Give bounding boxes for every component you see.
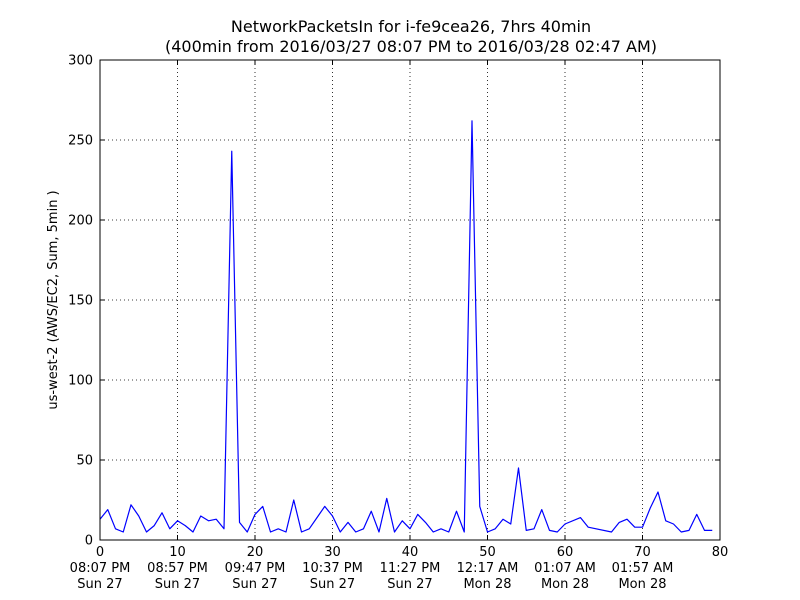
y-tick-label: 200	[68, 214, 93, 229]
y-axis-label: us-west-2 (AWS/EC2, Sum, 5min )	[46, 190, 61, 409]
x-tick-label: 01:07 AM	[534, 561, 596, 576]
grid	[100, 60, 720, 540]
x-tick-label: 12:17 AM	[457, 561, 519, 576]
y-tick-label: 300	[68, 54, 93, 69]
y-tick-label: 150	[68, 294, 93, 309]
x-tick-label: Sun 27	[310, 577, 355, 592]
x-tick-label: 50	[479, 545, 496, 560]
x-tick-label: Sun 27	[155, 577, 200, 592]
plot-frame	[99, 59, 721, 541]
x-tick-label: Mon 28	[541, 577, 589, 592]
y-tick-label: 100	[68, 374, 93, 389]
x-tick-label: 09:47 PM	[225, 561, 286, 576]
data-points	[99, 119, 714, 533]
y-tick-label: 250	[68, 134, 93, 149]
x-tick-label: 0	[96, 545, 104, 560]
x-tick-label: Sun 27	[77, 577, 122, 592]
x-tick-label: 08:07 PM	[70, 561, 131, 576]
chart-subtitle: (400min from 2016/03/27 08:07 PM to 2016…	[165, 37, 657, 56]
x-tick-label: 70	[634, 545, 651, 560]
y-tick-label: 50	[76, 454, 93, 469]
x-tick-label: 01:57 AM	[612, 561, 674, 576]
series-line	[99, 120, 713, 533]
x-tick-label: Sun 27	[232, 577, 277, 592]
x-tick-label: Mon 28	[618, 577, 666, 592]
x-tick-label: 11:27 PM	[380, 561, 441, 576]
x-tick-label: 10:37 PM	[302, 561, 363, 576]
x-tick-label: 20	[247, 545, 264, 560]
x-tick-label: 60	[557, 545, 574, 560]
x-tick-label: 30	[324, 545, 341, 560]
x-tick-label: 40	[402, 545, 419, 560]
chart-title: NetworkPacketsIn for i-fe9cea26, 7hrs 40…	[231, 17, 591, 36]
x-tick-label: 08:57 PM	[147, 561, 208, 576]
x-tick-label: 10	[169, 545, 186, 560]
x-tick-label: Sun 27	[387, 577, 432, 592]
y-tick-label: 0	[85, 534, 93, 549]
x-tick-label: Mon 28	[463, 577, 511, 592]
x-tick-label: 80	[712, 545, 729, 560]
